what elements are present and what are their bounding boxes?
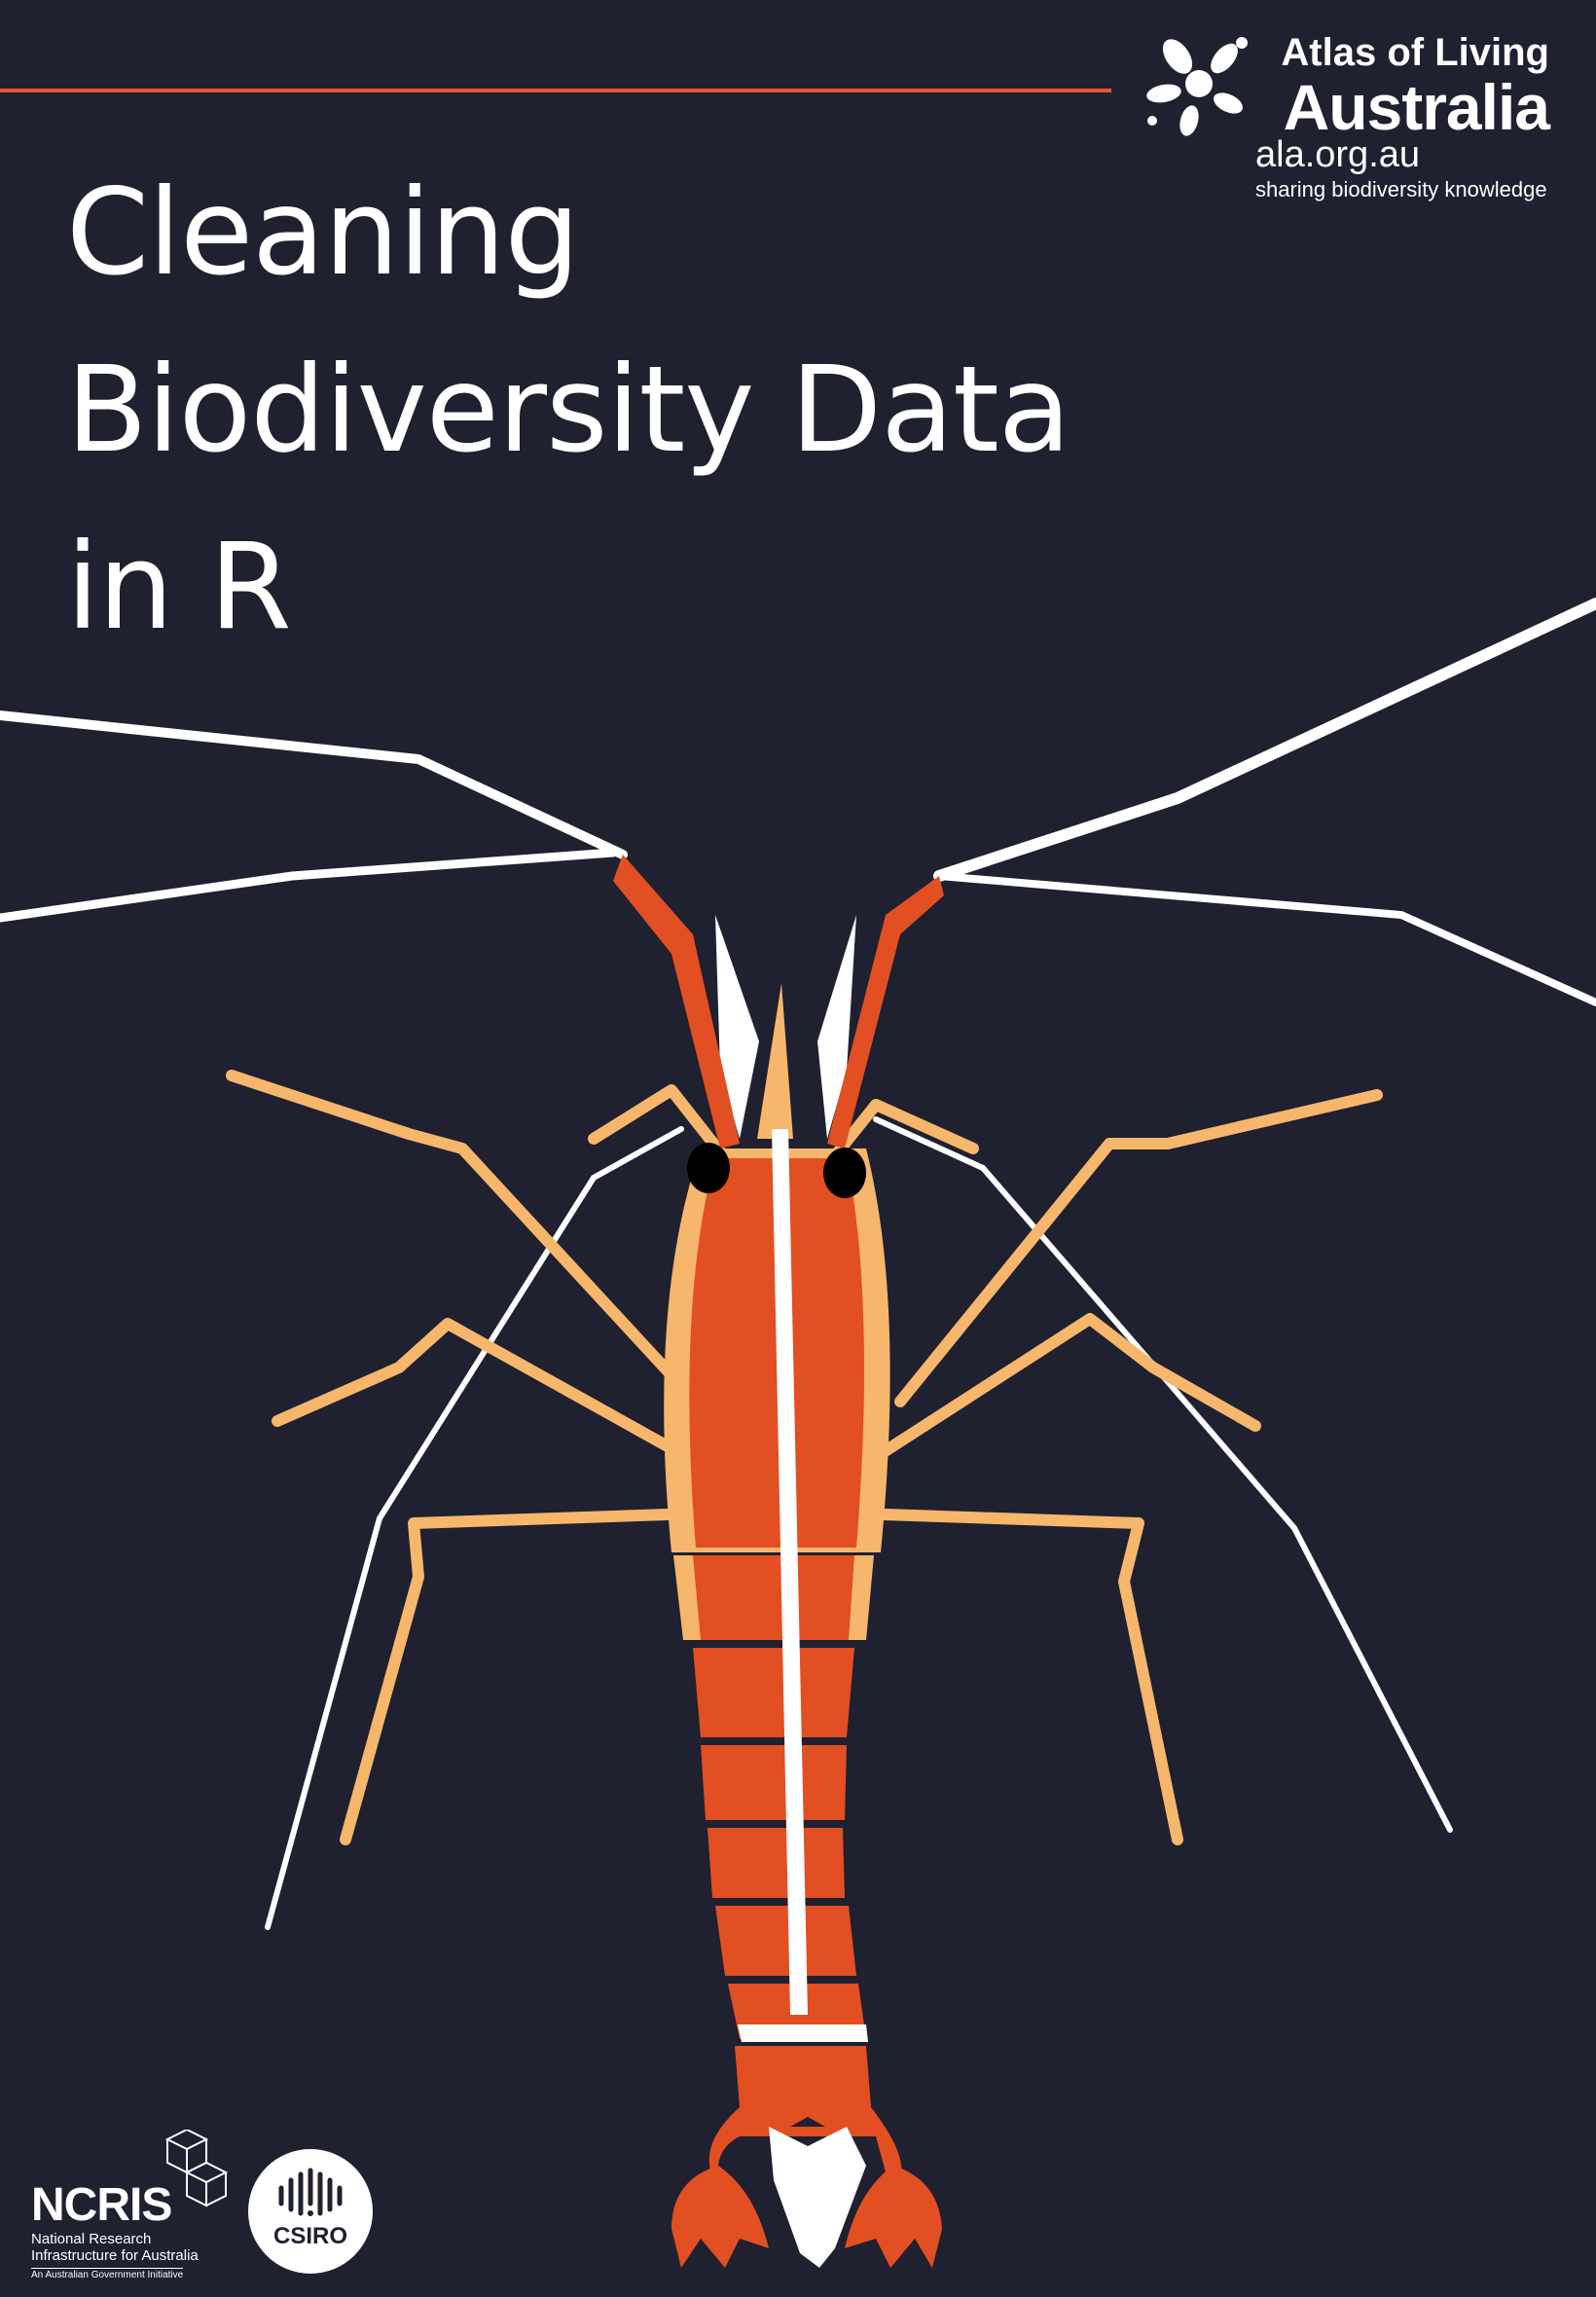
left-antennule	[715, 915, 759, 1139]
ncris-logo: NCRIS National Research Infrastructure f…	[31, 2130, 236, 2280]
antennae	[0, 598, 1596, 1930]
left-antenna-base	[613, 855, 740, 1148]
right-antennule	[817, 915, 856, 1139]
cover-title: Cleaning Biodiversity Data in R	[66, 144, 1071, 675]
csiro-logo: CSIRO	[248, 2149, 373, 2274]
title-line-2: Biodiversity Data	[66, 341, 1071, 479]
ncris-subtitle-line-2: Infrastructure for Australia	[31, 2247, 199, 2264]
right-antenna-base	[827, 876, 944, 1148]
ala-swirl-icon	[1146, 37, 1248, 136]
ala-name-line-1: Atlas of Living	[1281, 31, 1549, 74]
top-accent-rule	[0, 89, 1111, 92]
title-line-3: in R	[66, 518, 292, 656]
ala-name-line-2: Australia	[1283, 71, 1550, 143]
dorsal-stripe	[772, 1129, 808, 2015]
abdomen	[681, 1555, 871, 2107]
title-line-1: Cleaning	[66, 164, 580, 302]
right-eye	[823, 1148, 866, 1198]
csiro-wave-icon	[278, 2168, 343, 2216]
walking-legs	[226, 1070, 1383, 1845]
ala-logo: Atlas of Living Australia ala.org.au sha…	[1141, 25, 1550, 220]
csiro-name: CSIRO	[272, 2223, 347, 2249]
ala-url: ala.org.au	[1255, 134, 1421, 175]
ncris-cubes-icon	[164, 2130, 229, 2207]
ncris-subtitle-line-1: National Research	[31, 2231, 152, 2247]
ncris-name: NCRIS	[31, 2179, 172, 2231]
left-eye	[687, 1143, 730, 1193]
abdomen-side-plates	[673, 1555, 874, 1640]
tail-stripe	[738, 2024, 868, 2042]
ncris-initiative: An Australian Government Initiative	[31, 2268, 184, 2280]
ncris-subtitle: National Research Infrastructure for Aus…	[31, 2231, 199, 2264]
ala-tagline: sharing biodiversity knowledge	[1255, 177, 1547, 201]
tail-fan	[671, 2107, 942, 2268]
rostrum	[757, 983, 793, 1139]
